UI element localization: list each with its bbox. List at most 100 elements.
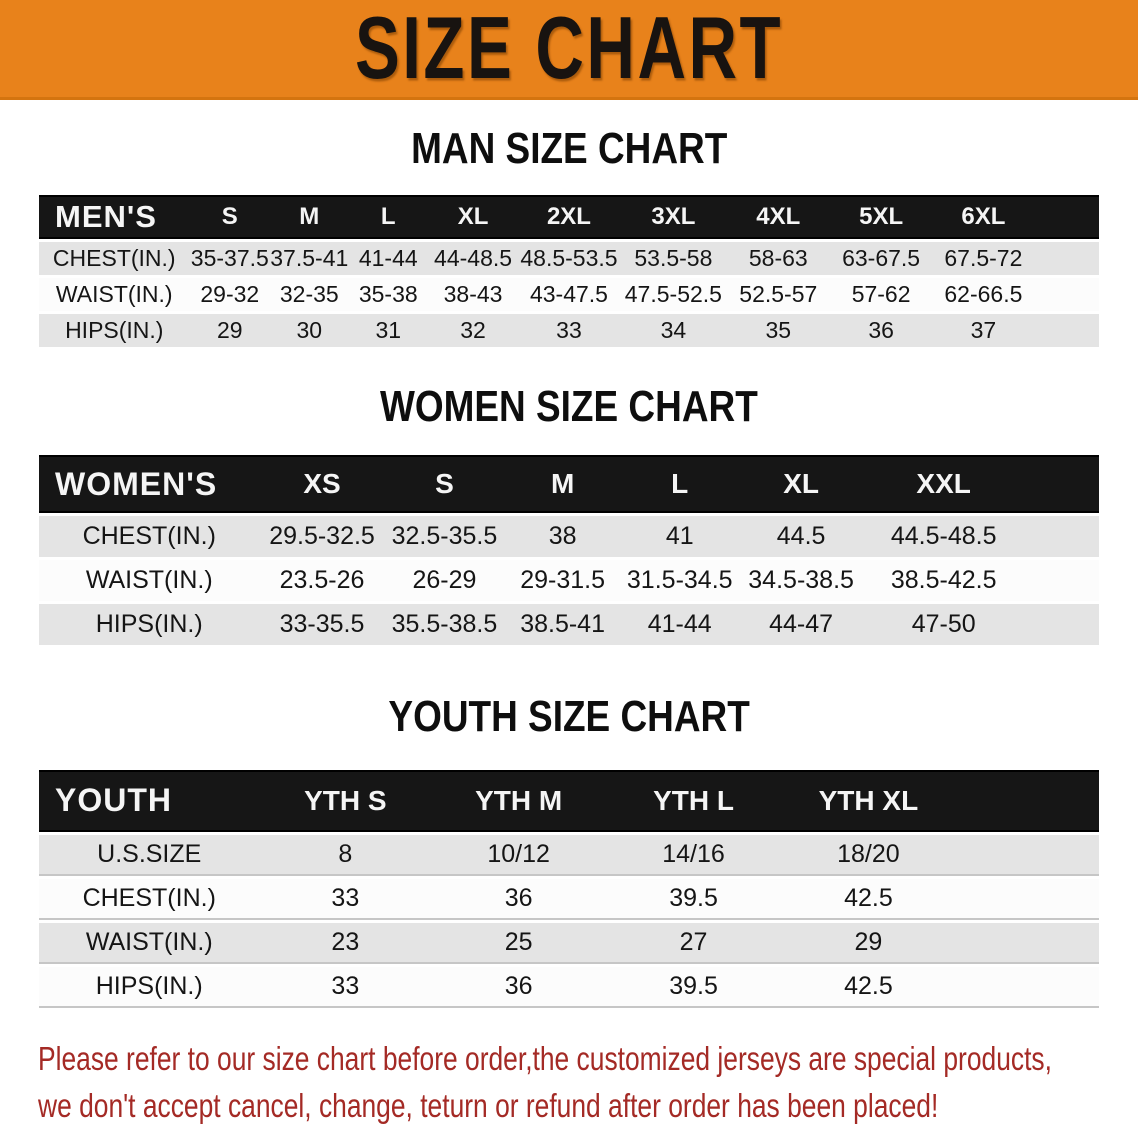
youth-size-table: YOUTH YTH S YTH M YTH L YTH XL U.S.SIZE 8 10/12… (39, 767, 1099, 1011)
row-label-cell: U.S.SIZE (39, 834, 260, 876)
size-value-cell: 18/20 (780, 834, 956, 876)
spacer-cell (955, 878, 1099, 920)
size-value-cell: 29 (189, 314, 271, 348)
spacer-cell (1023, 455, 1099, 514)
table-header-row: YOUTH YTH S YTH M YTH L YTH XL (39, 769, 1099, 832)
women-size-chart-heading-text: WOMEN SIZE CHART (380, 382, 758, 432)
size-value-cell: 37 (932, 314, 1035, 348)
man-size-chart-heading-text: MAN SIZE CHART (410, 124, 728, 173)
size-value-cell: 63-67.5 (829, 242, 933, 276)
table-row: WAIST(IN.) 23 25 27 29 (39, 922, 1099, 964)
size-value-cell: 10/12 (431, 834, 607, 876)
size-value-cell: 32.5-35.5 (384, 516, 505, 558)
table-row: CHEST(IN.) 29.5-32.5 32.5-35.5 38 41 44.5 44.5… (39, 516, 1099, 558)
table-title-cell: YOUTH (39, 769, 260, 832)
table-header-cell: 2XL (518, 195, 620, 240)
spacer-cell (1023, 560, 1099, 602)
table-header-cell: YTH XL (780, 769, 956, 832)
spacer-cell (1034, 242, 1099, 276)
size-value-cell: 8 (259, 834, 432, 876)
table-row: WAIST(IN.) 29-32 32-35 35-38 38-43 43-47.5 47.… (39, 278, 1099, 312)
table-header-cell: XL (428, 195, 519, 240)
size-value-cell: 47.5-52.5 (619, 278, 727, 312)
size-value-cell: 29 (780, 922, 956, 964)
size-value-cell: 67.5-72 (932, 242, 1035, 276)
size-value-cell: 35-37.5 (189, 242, 271, 276)
size-value-cell: 39.5 (606, 878, 781, 920)
size-value-cell: 43-47.5 (518, 278, 620, 312)
size-value-cell: 38-43 (428, 278, 519, 312)
table-row: WAIST(IN.) 23.5-26 26-29 29-31.5 31.5-34.5 34… (39, 560, 1099, 602)
size-value-cell: 36 (431, 878, 607, 920)
table-header-cell: YTH S (259, 769, 432, 832)
size-value-cell: 44.5 (738, 516, 864, 558)
disclaimer: Please refer to our size chart before or… (38, 1035, 1138, 1129)
table-row: U.S.SIZE 8 10/12 14/16 18/20 (39, 834, 1099, 876)
size-value-cell: 33 (259, 966, 432, 1008)
size-value-cell: 41 (620, 516, 739, 558)
table-header-cell: M (504, 455, 621, 514)
table-header-cell: 6XL (932, 195, 1035, 240)
size-value-cell: 42.5 (780, 966, 956, 1008)
size-value-cell: 36 (431, 966, 607, 1008)
size-value-cell: 33 (259, 878, 432, 920)
size-value-cell: 26-29 (384, 560, 505, 602)
size-value-cell: 25 (431, 922, 607, 964)
youth-size-chart-heading-text: YOUTH SIZE CHART (388, 692, 750, 742)
size-value-cell: 30 (270, 314, 349, 348)
row-label-cell: CHEST(IN.) (39, 242, 190, 276)
spacer-cell (1034, 314, 1099, 348)
spacer-cell (1034, 195, 1099, 240)
row-label-cell: HIPS(IN.) (39, 604, 260, 646)
size-value-cell: 35 (726, 314, 830, 348)
size-value-cell: 41-44 (620, 604, 739, 646)
spacer-cell (1023, 604, 1099, 646)
table-header-cell: 4XL (726, 195, 830, 240)
table-header-cell: L (620, 455, 739, 514)
table-header-cell: 5XL (829, 195, 933, 240)
size-value-cell: 42.5 (780, 878, 956, 920)
size-value-cell: 32 (428, 314, 519, 348)
table-row: HIPS(IN.) 33 36 39.5 42.5 (39, 966, 1099, 1008)
row-label-cell: WAIST(IN.) (39, 560, 260, 602)
spacer-cell (955, 769, 1099, 832)
size-value-cell: 53.5-58 (619, 242, 727, 276)
size-value-cell: 47-50 (863, 604, 1024, 646)
spacer-cell (955, 922, 1099, 964)
size-value-cell: 39.5 (606, 966, 781, 1008)
row-label-cell: CHEST(IN.) (39, 516, 260, 558)
table-header-cell: S (189, 195, 271, 240)
table-header-cell: L (348, 195, 428, 240)
size-value-cell: 44.5-48.5 (863, 516, 1024, 558)
table-header-cell: YTH M (431, 769, 607, 832)
row-label-cell: WAIST(IN.) (39, 278, 190, 312)
table-header-cell: XXL (863, 455, 1024, 514)
man-size-chart-heading: MAN SIZE CHART (0, 124, 1138, 173)
size-value-cell: 14/16 (606, 834, 781, 876)
row-label-cell: CHEST(IN.) (39, 878, 260, 920)
size-value-cell: 23 (259, 922, 432, 964)
banner-title: SIZE CHART (354, 0, 784, 98)
spacer-cell (1034, 278, 1099, 312)
size-value-cell: 58-63 (726, 242, 830, 276)
table-row: HIPS(IN.) 29 30 31 32 33 34 35 36 37 (39, 314, 1099, 348)
youth-size-chart-heading: YOUTH SIZE CHART (0, 694, 1138, 740)
size-value-cell: 27 (606, 922, 781, 964)
disclaimer-line: we don't accept cancel, change, teturn o… (38, 1086, 939, 1124)
table-header-cell: M (270, 195, 349, 240)
spacer-cell (955, 966, 1099, 1008)
table-header-cell: XS (259, 455, 385, 514)
table-title-cell: MEN'S (39, 195, 190, 240)
size-value-cell: 29.5-32.5 (259, 516, 385, 558)
men-size-table: MEN'S S M L XL 2XL 3XL 4XL 5XL 6XL CHEST(IN.) 35-37… (39, 192, 1099, 350)
size-value-cell: 57-62 (829, 278, 933, 312)
size-value-cell: 44-47 (738, 604, 864, 646)
size-value-cell: 33 (518, 314, 620, 348)
spacer-cell (955, 834, 1099, 876)
size-value-cell: 38.5-41 (504, 604, 621, 646)
table-header-cell: S (384, 455, 505, 514)
row-label-cell: HIPS(IN.) (39, 314, 190, 348)
size-value-cell: 44-48.5 (428, 242, 519, 276)
women-size-table: WOMEN'S XS S M L XL XXL CHEST(IN.) 29.5-32.5 32.5… (39, 452, 1099, 648)
table-header-row: WOMEN'S XS S M L XL XXL (39, 455, 1099, 514)
